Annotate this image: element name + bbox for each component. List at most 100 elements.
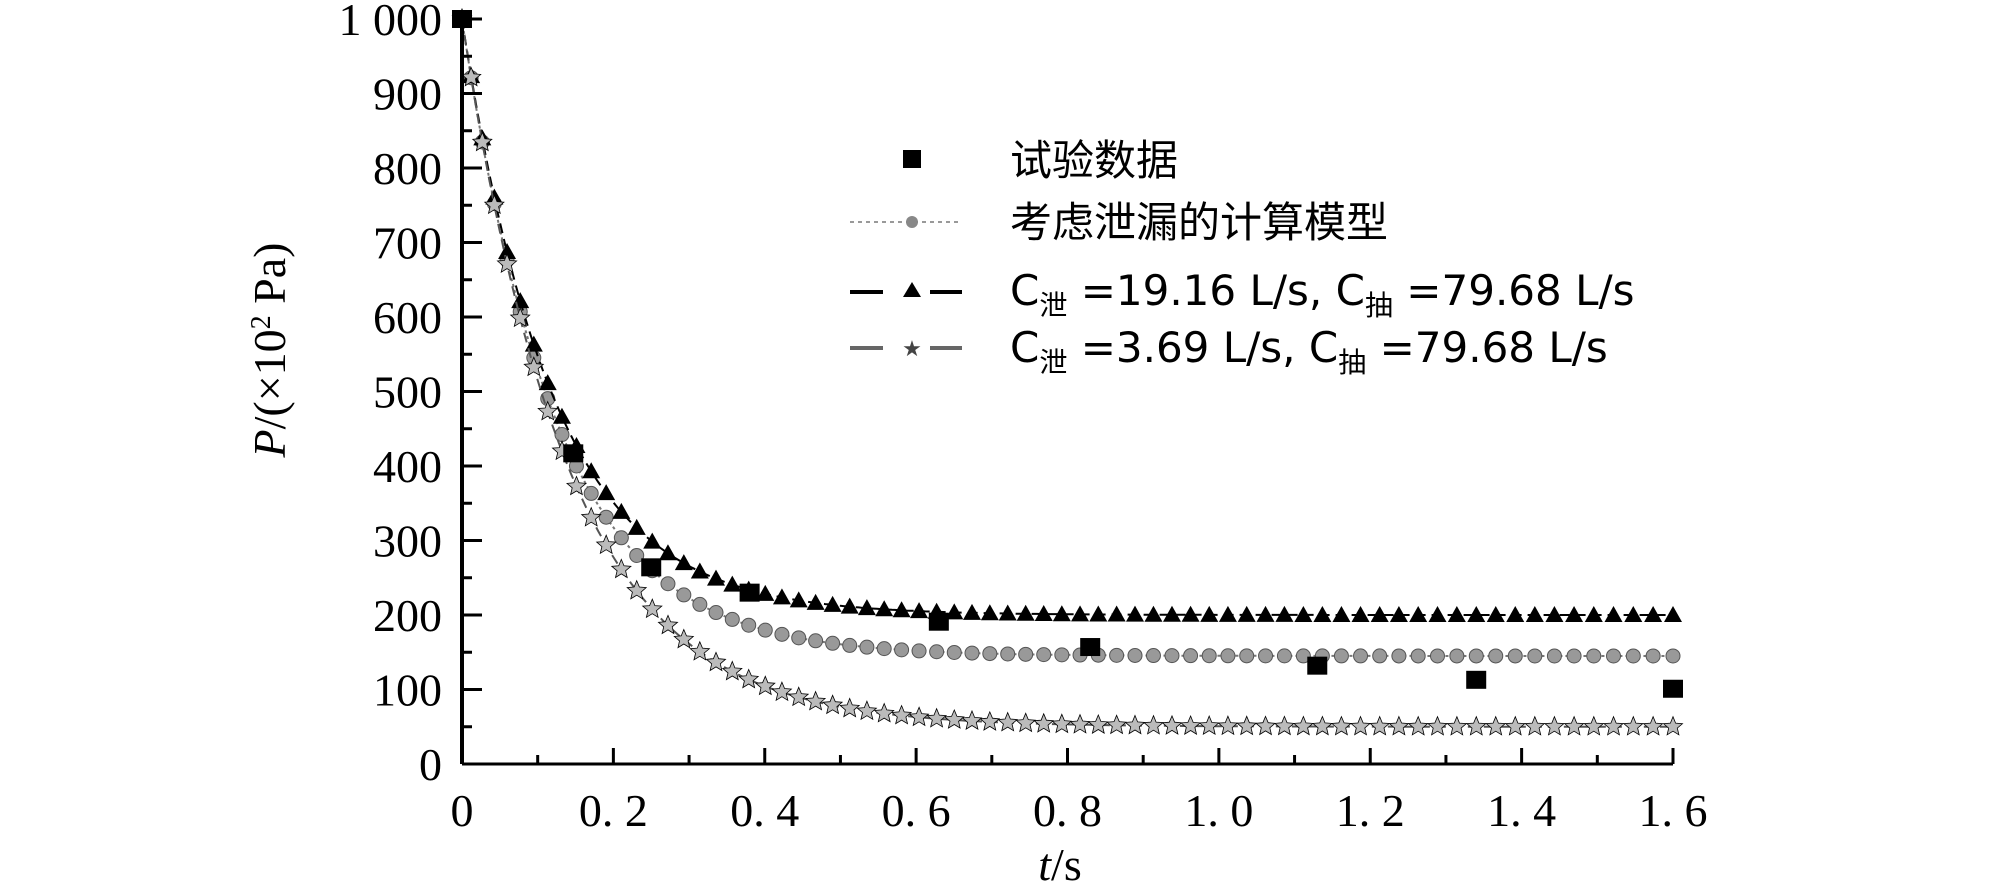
- circle-marker-icon: [842, 637, 858, 653]
- star-marker-icon: [738, 668, 760, 689]
- circle-marker-icon: [554, 427, 570, 443]
- legend-label: 考虑泄漏的计算模型: [1010, 198, 1388, 247]
- triangle-marker-icon: [582, 462, 601, 479]
- y-tick-label: 800: [373, 143, 442, 194]
- legend-label: 试验数据: [1010, 136, 1178, 185]
- square-marker-icon: [563, 444, 584, 463]
- circle-marker-icon: [1449, 648, 1465, 664]
- triangle-marker-icon: [1351, 605, 1370, 622]
- triangle-marker-icon: [723, 575, 742, 592]
- triangle-marker-icon: [1565, 605, 1584, 622]
- x-tick-label: 1. 4: [1487, 785, 1556, 836]
- legend-item-experimental-data: 试验数据: [903, 136, 1178, 185]
- triangle-marker-icon: [1545, 605, 1564, 622]
- star-marker-icon: [1180, 714, 1202, 735]
- circle-marker-icon: [982, 646, 998, 662]
- triangle-marker-icon: [612, 502, 631, 519]
- star-marker-icon: [1033, 712, 1055, 733]
- star-marker-icon: [483, 194, 505, 215]
- legend-item-c-leak-3: ★ C泄 =3.69 L/s, C抽 =79.68 L/s: [850, 323, 1608, 379]
- square-marker-icon: [739, 583, 760, 602]
- star-marker-icon: [496, 253, 518, 274]
- star-marker-icon: [1161, 714, 1183, 735]
- circle-marker-icon: [1127, 647, 1143, 663]
- circle-marker-icon: [1645, 648, 1661, 664]
- star-marker-icon: [595, 534, 617, 555]
- star-marker-icon: [1622, 715, 1644, 736]
- star-marker-icon: [771, 681, 793, 702]
- circle-marker-icon: [1145, 648, 1161, 664]
- star-marker-icon: [523, 356, 545, 377]
- y-tick-label: 600: [373, 292, 442, 343]
- x-tick-label: 0. 2: [579, 785, 648, 836]
- triangle-marker-icon: [1664, 605, 1682, 622]
- legend-label: C泄 =3.69 L/s, C抽 =79.68 L/s: [1010, 323, 1608, 379]
- circle-marker-icon: [1258, 648, 1274, 664]
- legend-label: C泄 =19.16 L/s, C抽 =79.68 L/s: [1010, 266, 1635, 322]
- star-marker-icon: [1504, 715, 1526, 736]
- star-marker-icon: [689, 640, 711, 661]
- x-tick-label: 0. 8: [1033, 785, 1102, 836]
- y-tick-label: 200: [373, 590, 442, 641]
- circle-marker-icon: [1201, 648, 1217, 664]
- triangle-marker-icon: [998, 604, 1017, 621]
- legend: 试验数据 考虑泄漏的计算模型 C泄 =19.16 L/s, C抽 =79.68 …: [850, 136, 1635, 379]
- star-marker-icon: [1015, 712, 1037, 733]
- x-tick-label: 1. 2: [1336, 785, 1405, 836]
- x-axis-ticks: 0 0. 2 0. 4 0. 6 0. 8 1. 0 1. 2 1. 4 1. 6: [451, 748, 1708, 836]
- circle-marker-icon: [791, 630, 807, 646]
- y-tick-label: 900: [373, 69, 442, 120]
- star-marker-icon: [979, 710, 1001, 731]
- star-marker-icon: [705, 651, 727, 672]
- star-marker-icon: [673, 628, 695, 649]
- circle-marker-icon: [1036, 647, 1052, 663]
- star-marker-icon: [721, 660, 743, 681]
- star-marker-icon: [1465, 715, 1487, 736]
- circle-marker-icon: [1625, 648, 1641, 664]
- triangle-marker-icon: [1126, 605, 1145, 622]
- triangle-marker-icon: [707, 569, 726, 586]
- circle-marker-icon: [946, 644, 962, 660]
- star-marker-icon: [1051, 713, 1073, 734]
- triangle-marker-icon: [1016, 604, 1035, 621]
- star-marker-icon: [1583, 715, 1605, 736]
- circle-marker-icon: [906, 216, 918, 228]
- triangle-marker-icon: [903, 282, 921, 297]
- star-marker-icon: [1427, 715, 1448, 736]
- circle-marker-icon: [1164, 648, 1180, 664]
- star-marker-icon: [1236, 715, 1258, 736]
- circle-marker-icon: [1220, 648, 1236, 664]
- triangle-marker-icon: [1294, 605, 1313, 622]
- triangle-marker-icon: [1089, 605, 1108, 622]
- circle-marker-icon: [741, 617, 757, 633]
- triangle-marker-icon: [674, 554, 693, 571]
- star-marker-icon: [641, 598, 663, 619]
- y-tick-label: 1 000: [339, 0, 443, 45]
- star-marker-icon: [1407, 715, 1429, 736]
- triangle-marker-icon: [1644, 605, 1663, 622]
- star-marker-icon: [1349, 715, 1371, 736]
- triangle-marker-icon: [1107, 605, 1126, 622]
- circle-marker-icon: [859, 639, 875, 655]
- star-marker-icon: [1603, 715, 1624, 736]
- triangle-marker-icon: [980, 604, 999, 621]
- star-marker-icon: [926, 707, 948, 728]
- triangle-marker-icon: [1144, 605, 1163, 622]
- star-marker-icon: [1485, 715, 1507, 736]
- circle-marker-icon: [660, 576, 676, 592]
- x-tick-label: 0. 4: [730, 785, 799, 836]
- triangle-marker-icon: [1332, 605, 1351, 622]
- star-marker-icon: [839, 697, 861, 718]
- star-marker-icon: [788, 686, 810, 707]
- circle-marker-icon: [825, 635, 841, 651]
- star-marker-icon: [509, 307, 531, 328]
- circle-marker-icon: [876, 641, 892, 657]
- star-marker-icon: ★: [902, 337, 922, 362]
- triangle-marker-icon: [1071, 605, 1090, 622]
- circle-marker-icon: [1468, 648, 1484, 664]
- star-marker-icon: [1563, 715, 1585, 736]
- triangle-marker-icon: [875, 600, 894, 617]
- circle-marker-icon: [894, 642, 910, 658]
- circle-marker-icon: [1586, 648, 1602, 664]
- star-marker-icon: [1543, 715, 1565, 736]
